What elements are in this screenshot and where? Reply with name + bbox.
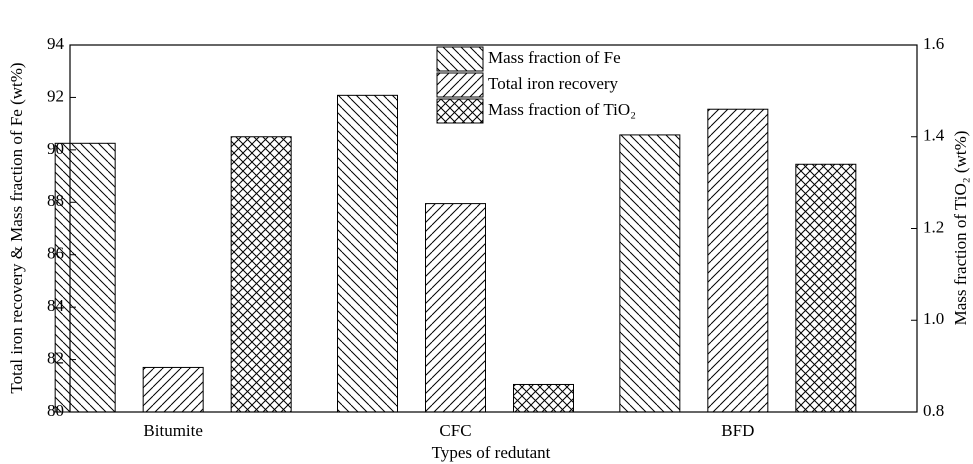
bar [337, 94, 398, 413]
y2-tick-label: 1.0 [923, 309, 944, 328]
x-tick-label: Bitumite [143, 421, 203, 440]
bar [425, 203, 486, 413]
y2-tick-label: 1.4 [923, 126, 945, 145]
legend-label: Total iron recovery [488, 74, 619, 93]
legend-swatch [436, 72, 484, 98]
y-axis-title: Total iron recovery & Mass fraction of F… [7, 62, 26, 393]
y2-tick-label: 1.2 [923, 217, 944, 236]
legend-swatch [436, 46, 484, 72]
x-tick-label: CFC [439, 421, 471, 440]
bar [513, 383, 574, 413]
legend-label: Mass fraction of Fe [488, 48, 621, 67]
bar [707, 108, 769, 413]
x-tick-label: BFD [721, 421, 754, 440]
legend-label: Mass fraction of TiO₂ [488, 100, 636, 119]
y2-tick-label: 1.6 [923, 34, 944, 53]
y2-tick-label: 0.8 [923, 401, 944, 420]
y-tick-label: 92 [47, 86, 64, 105]
bar [795, 163, 857, 413]
bar [230, 136, 292, 413]
bar [142, 366, 204, 413]
legend-swatch [436, 98, 484, 124]
y2-axis-title: Mass fraction of TiO₂ (wt%) [951, 131, 970, 326]
y-tick-label: 94 [47, 34, 65, 53]
bar [54, 142, 116, 413]
bar [619, 134, 681, 413]
x-axis-title: Types of redutant [432, 443, 551, 462]
